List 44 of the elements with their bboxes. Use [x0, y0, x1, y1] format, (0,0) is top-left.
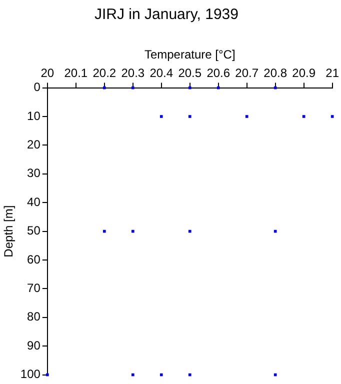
point: [160, 115, 163, 118]
y-tick-label: 30: [27, 166, 41, 180]
x-tick-label: 20.6: [206, 66, 230, 80]
point: [131, 86, 134, 90]
point: [102, 230, 106, 233]
point: [302, 115, 306, 118]
x-tick-label: 20.5: [178, 66, 202, 80]
point: [188, 115, 192, 118]
point: [188, 230, 192, 233]
x-tick-label: 20.3: [121, 66, 145, 80]
y-tick-label: 20: [27, 138, 41, 152]
point: [188, 373, 192, 376]
point: [160, 373, 163, 376]
x-tick-label: 20.7: [235, 66, 259, 80]
x-tick-label: 20.1: [64, 66, 88, 80]
y-tick-label: 60: [27, 252, 41, 266]
point: [330, 115, 334, 118]
point: [245, 115, 248, 118]
y-tick-label: 90: [27, 338, 41, 352]
y-tick-label: 100: [20, 367, 41, 382]
x-tick-label: 20: [40, 66, 54, 80]
point: [216, 86, 220, 90]
x-tick-label: 21: [326, 66, 340, 80]
x-tick-label: 20.2: [92, 66, 116, 80]
x-tick-label: 20.9: [292, 66, 316, 80]
x-tick-label: 20.8: [264, 66, 288, 80]
point: [46, 373, 49, 376]
point: [131, 373, 134, 376]
chart-title: JIRJ in January, 1939: [94, 6, 238, 24]
point: [102, 86, 106, 90]
y-tick-label: 50: [27, 224, 41, 238]
point: [274, 373, 277, 376]
point: [274, 230, 277, 233]
point: [274, 86, 277, 90]
y-tick-label: 70: [27, 281, 41, 296]
x-tick-label: 20.4: [150, 66, 174, 80]
x-axis-title: Temperature [°C]: [144, 48, 236, 62]
y-axis-title: Depth [m]: [2, 205, 16, 258]
y-tick-label: 0: [34, 80, 41, 94]
y-tick-label: 80: [27, 310, 41, 324]
point: [131, 230, 134, 233]
y-tick-label: 10: [27, 108, 41, 123]
point: [188, 86, 192, 90]
y-tick-label: 40: [27, 194, 41, 209]
